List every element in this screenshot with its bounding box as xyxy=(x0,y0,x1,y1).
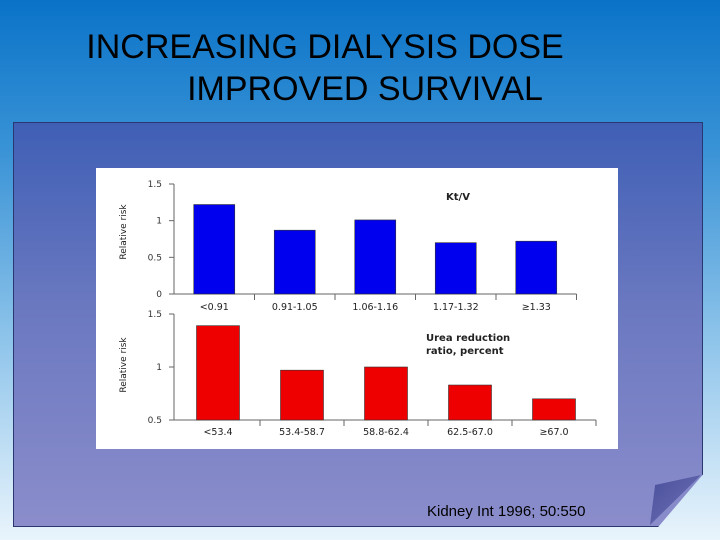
bottom-chart-title-line-1: Urea reduction xyxy=(426,333,510,344)
bottom-category-label: 62.5-67.0 xyxy=(447,427,493,438)
top-category-label: <0.91 xyxy=(200,302,229,313)
top-chart-title: Kt/V xyxy=(446,192,470,203)
slide-title: INCREASING DIALYSIS DOSE IMPROVED SURVIV… xyxy=(0,26,650,110)
slide-title-line-1: INCREASING DIALYSIS DOSE xyxy=(86,28,564,66)
bottom-category-label: <53.4 xyxy=(203,427,232,438)
bottom-chart-ylabel: Relative risk xyxy=(119,337,129,393)
top-y-tick-label: 1 xyxy=(156,217,162,227)
bottom-bar xyxy=(280,369,324,421)
bottom-category-label: ≥67.0 xyxy=(539,427,568,438)
top-y-tick-label: 0.5 xyxy=(148,253,162,263)
bottom-y-tick-label: 1 xyxy=(156,363,162,373)
top-bar xyxy=(434,242,477,295)
top-chart-ylabel: Relative risk xyxy=(119,204,129,260)
top-bar xyxy=(354,219,397,295)
top-bar xyxy=(273,229,316,295)
top-y-tick-label: 0 xyxy=(156,290,162,300)
top-category-label: 0.91-1.05 xyxy=(272,302,318,313)
chart-figure: Relative risk Kt/V Relative risk Urea re… xyxy=(119,180,597,438)
top-category-label: 1.17-1.32 xyxy=(433,302,479,313)
bottom-bar xyxy=(364,366,408,421)
top-category-label: 1.06-1.16 xyxy=(352,302,398,313)
bottom-y-tick-label: 0.5 xyxy=(148,416,162,426)
bottom-category-label: 53.4-58.7 xyxy=(279,427,325,438)
bottom-bar xyxy=(196,325,240,421)
top-category-label: ≥1.33 xyxy=(522,302,551,313)
citation: Kidney Int 1996; 50:550 xyxy=(427,503,586,520)
slide-title-line-2: IMPROVED SURVIVAL xyxy=(187,70,543,108)
top-y-tick-label: 1.5 xyxy=(148,180,162,190)
top-bar xyxy=(193,204,236,295)
bottom-chart-title-line-2: ratio, percent xyxy=(426,346,504,357)
bottom-bar xyxy=(448,384,492,421)
top-bar xyxy=(515,240,558,295)
bottom-category-label: 58.8-62.4 xyxy=(363,427,409,438)
bottom-bar xyxy=(532,398,576,421)
chart-image: Relative risk Kt/V Relative risk Urea re… xyxy=(96,168,618,449)
bottom-y-tick-label: 1.5 xyxy=(148,310,162,320)
